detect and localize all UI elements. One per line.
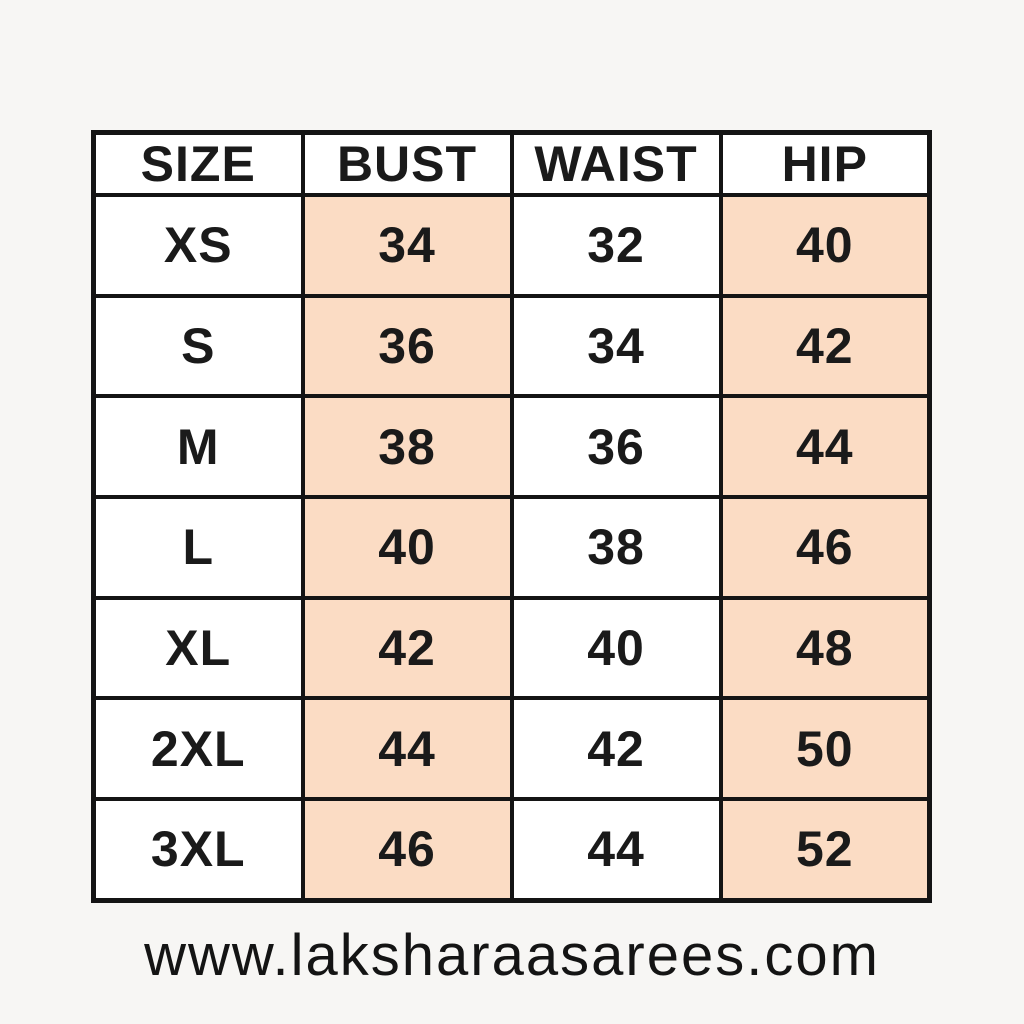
website-url: www.laksharaasarees.com xyxy=(144,923,880,988)
cell-bust: 46 xyxy=(300,796,514,903)
cell-size: L xyxy=(91,494,305,600)
table-row: 2XL 44 42 50 xyxy=(91,696,932,801)
cell-hip: 48 xyxy=(718,595,932,701)
cell-bust: 38 xyxy=(300,394,514,499)
cell-hip: 52 xyxy=(718,796,932,903)
table-row: L 40 38 46 xyxy=(91,494,932,600)
cell-size: XL xyxy=(91,595,305,701)
cell-waist: 32 xyxy=(509,193,723,298)
header-cell-waist: WAIST xyxy=(509,130,723,197)
cell-bust: 34 xyxy=(300,193,514,298)
header-row: SIZE BUST WAIST HIP xyxy=(91,130,932,197)
cell-bust: 44 xyxy=(300,696,514,801)
cell-bust: 42 xyxy=(300,595,514,701)
cell-waist: 40 xyxy=(509,595,723,701)
cell-hip: 40 xyxy=(718,193,932,298)
size-chart: SIZE BUST WAIST HIP XS 34 32 40 S 36 34 … xyxy=(91,130,932,903)
cell-hip: 46 xyxy=(718,494,932,600)
table-row: S 36 34 42 xyxy=(91,293,932,399)
cell-size: S xyxy=(91,293,305,399)
cell-hip: 44 xyxy=(718,394,932,499)
cell-waist: 34 xyxy=(509,293,723,399)
table-row: XL 42 40 48 xyxy=(91,595,932,701)
table-row: M 38 36 44 xyxy=(91,394,932,499)
cell-bust: 40 xyxy=(300,494,514,600)
cell-hip: 42 xyxy=(718,293,932,399)
header-cell-size: SIZE xyxy=(91,130,305,197)
table-row: XS 34 32 40 xyxy=(91,193,932,298)
cell-size: M xyxy=(91,394,305,499)
cell-size: 2XL xyxy=(91,696,305,801)
cell-waist: 36 xyxy=(509,394,723,499)
cell-waist: 44 xyxy=(509,796,723,903)
header-cell-bust: BUST xyxy=(300,130,514,197)
cell-bust: 36 xyxy=(300,293,514,399)
cell-hip: 50 xyxy=(718,696,932,801)
table-row: 3XL 46 44 52 xyxy=(91,796,932,903)
cell-waist: 38 xyxy=(509,494,723,600)
size-chart-table: SIZE BUST WAIST HIP XS 34 32 40 S 36 34 … xyxy=(91,130,932,903)
header-cell-hip: HIP xyxy=(718,130,932,197)
cell-size: XS xyxy=(91,193,305,298)
cell-waist: 42 xyxy=(509,696,723,801)
cell-size: 3XL xyxy=(91,796,305,903)
